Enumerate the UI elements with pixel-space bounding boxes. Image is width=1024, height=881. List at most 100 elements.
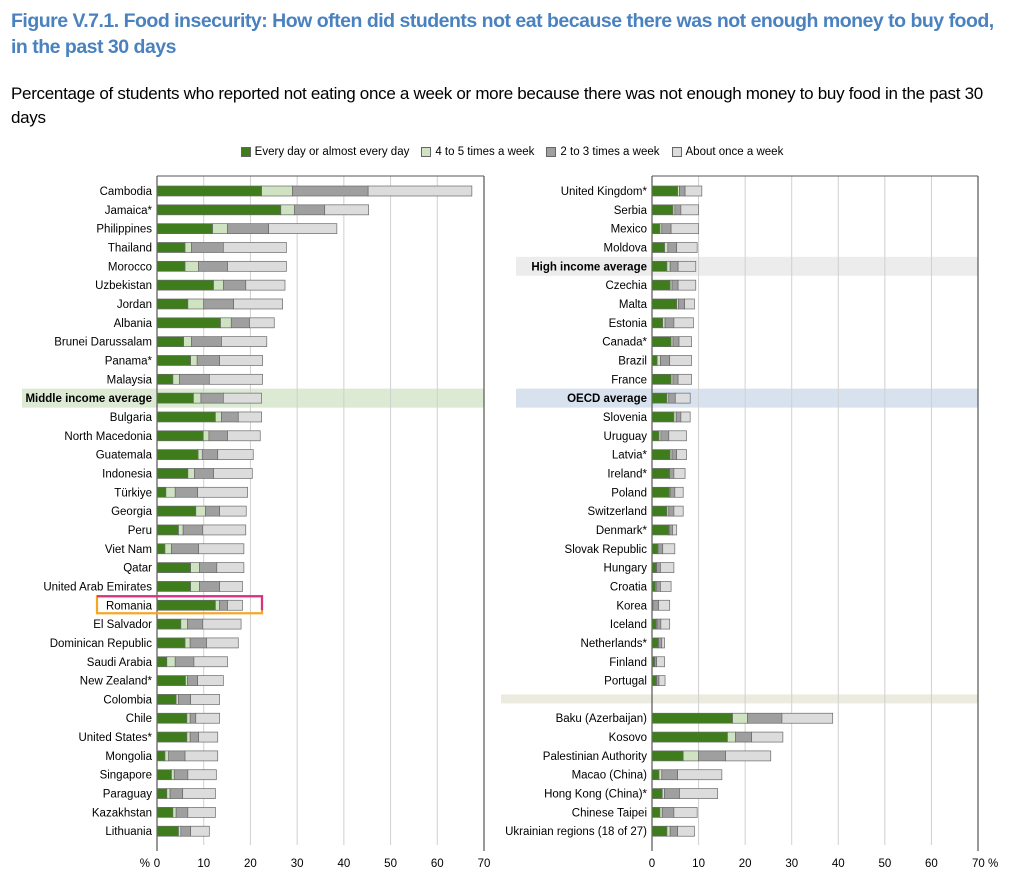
bar-segment-two-three — [668, 392, 676, 404]
bar-segment-once — [677, 373, 692, 385]
x-tick-label: 0 — [154, 858, 160, 870]
bar-segment-every-day — [156, 524, 179, 536]
country-label: Jamaica* — [105, 205, 153, 217]
bar-segment-once — [673, 807, 698, 818]
x-tick-label: 50 — [878, 858, 891, 870]
country-label: Slovak Republic — [565, 544, 648, 556]
country-label: Korea — [616, 600, 647, 612]
bar-segment-every-day — [651, 468, 670, 479]
bar-segment-two-three — [674, 204, 682, 216]
legend-swatch-four-five — [421, 147, 432, 157]
legend-label: 2 to 3 times a week — [560, 146, 660, 158]
bar-segment-once — [658, 599, 671, 611]
bar-segment-every-day — [651, 298, 678, 310]
bar-segment-two-three — [678, 298, 685, 310]
bar-segment-every-day — [156, 223, 213, 235]
bar-segment-two-three — [672, 336, 680, 347]
bar-segment-once — [679, 788, 719, 799]
bar-segment-four-five — [212, 223, 228, 235]
bar-segment-two-three — [292, 185, 369, 197]
x-tick-label: 70 — [478, 858, 491, 870]
bar-segment-once — [324, 204, 369, 216]
bar-segment-four-five — [193, 392, 202, 404]
bar-segment-once — [233, 298, 284, 310]
bar-segment-every-day — [651, 637, 659, 649]
country-label: Morocco — [108, 261, 152, 273]
group-separator — [501, 694, 978, 704]
bar-segment-once — [684, 298, 695, 310]
bar-segment-once — [219, 505, 247, 517]
bar-segment-once — [216, 562, 245, 573]
bar-segment-two-three — [747, 712, 783, 724]
bar-segment-once — [678, 336, 692, 347]
country-label: Singapore — [100, 770, 152, 782]
bar-segment-two-three — [222, 279, 247, 291]
bar-segment-once — [249, 317, 275, 329]
country-label: Portugal — [604, 676, 647, 688]
bar-segment-four-five — [190, 581, 200, 592]
bar-segment-once — [684, 185, 703, 197]
highlight-band — [516, 388, 978, 408]
bar-segment-two-three — [180, 825, 191, 837]
bar-segment-four-five — [187, 298, 205, 310]
legend-label: 4 to 5 times a week — [435, 146, 535, 158]
bar-segment-once — [227, 599, 243, 611]
bar-segment-two-three — [191, 242, 224, 253]
bar-segment-two-three — [675, 411, 682, 423]
bar-segment-two-three — [660, 430, 670, 442]
bar-segment-four-five — [178, 825, 182, 837]
bar-segment-every-day — [156, 317, 221, 329]
bar-segment-once — [660, 562, 675, 573]
bar-segment-two-three — [661, 223, 672, 235]
country-label: Mexico — [611, 224, 647, 236]
country-label: Malaysia — [107, 374, 153, 386]
bar-segment-every-day — [651, 712, 733, 724]
country-label: Hong Kong (China)* — [544, 789, 647, 801]
country-label: Philippines — [96, 224, 152, 236]
country-label: El Salvador — [93, 619, 152, 631]
bar-segment-four-five — [280, 204, 295, 216]
bar-segment-two-three — [661, 769, 678, 781]
bar-segment-every-day — [651, 562, 657, 573]
bar-segment-two-three — [735, 731, 753, 743]
country-label: Chile — [126, 713, 152, 725]
bar-segment-two-three — [668, 505, 675, 517]
bar-segment-every-day — [156, 769, 172, 781]
bar-segment-once — [222, 242, 287, 253]
bar-segment-every-day — [651, 750, 684, 762]
bar-segment-two-three — [189, 637, 207, 649]
bar-segment-two-three — [230, 317, 250, 329]
country-label: Guatemala — [96, 450, 153, 462]
bar-segment-every-day — [156, 411, 216, 423]
bar-segment-every-day — [651, 204, 674, 216]
bar-segment-once — [206, 637, 239, 649]
bar-segment-four-five — [172, 807, 177, 818]
country-label: France — [611, 374, 647, 386]
legend-swatch-once — [671, 147, 682, 157]
bar-segment-every-day — [156, 694, 177, 705]
bar-segment-four-five — [213, 279, 224, 291]
bar-segment-every-day — [156, 807, 174, 818]
country-label: Saudi Arabia — [87, 657, 153, 669]
bar-segment-once — [676, 242, 698, 253]
bar-segment-four-five — [186, 731, 191, 743]
bar-segment-two-three — [175, 807, 189, 818]
bar-segment-every-day — [651, 223, 661, 235]
country-label: Serbia — [614, 205, 648, 217]
bar-segment-every-day — [156, 675, 186, 686]
bar-segment-two-three — [201, 449, 219, 460]
bar-segment-once — [227, 430, 261, 442]
bar-segment-once — [677, 260, 697, 272]
bar-segment-two-three — [669, 260, 679, 272]
country-label: United Kingdom* — [561, 186, 648, 198]
bar-segment-four-five — [190, 355, 198, 366]
bar-segment-once — [669, 355, 692, 366]
country-label: United Arab Emirates — [43, 581, 152, 593]
bar-segment-every-day — [651, 373, 672, 385]
figure-title: Figure V.7.1. Food insecurity: How often… — [11, 10, 994, 58]
x-tick-label: 20 — [244, 858, 257, 870]
bar-segment-once — [268, 223, 338, 235]
bar-segment-every-day — [651, 524, 670, 536]
figure-subtitle: Percentage of students who reported not … — [11, 84, 983, 127]
bar-segment-once — [751, 731, 784, 743]
